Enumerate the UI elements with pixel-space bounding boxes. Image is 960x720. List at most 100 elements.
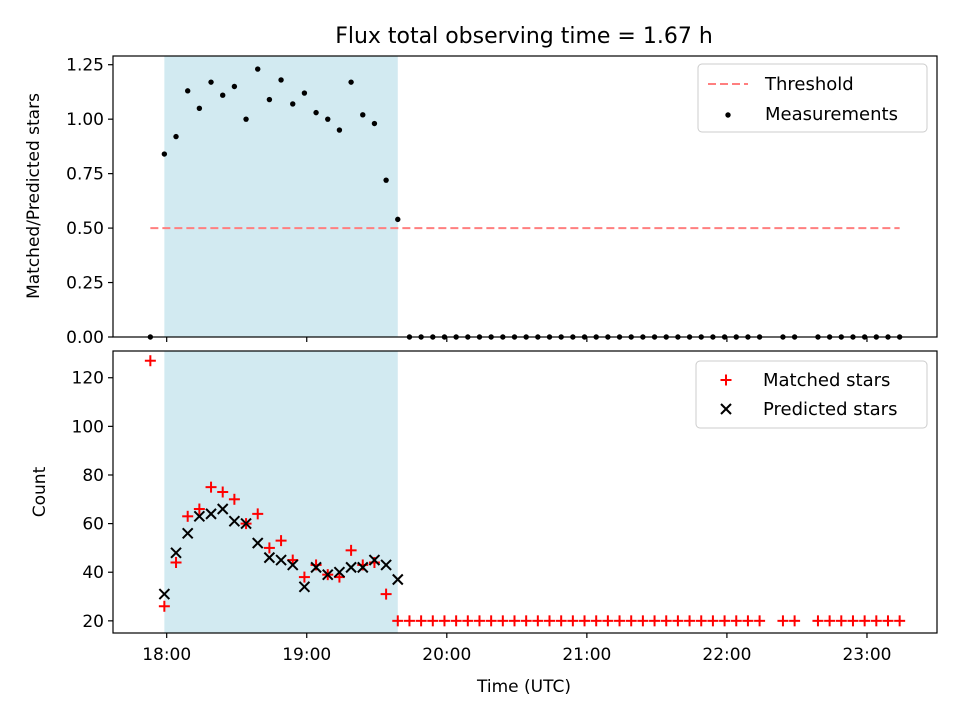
measurement-point	[161, 151, 168, 157]
measurement-point	[360, 112, 366, 118]
matched-star-point	[695, 615, 707, 627]
measurement-point	[208, 79, 214, 85]
matched-star-point	[754, 615, 766, 627]
predicted-star-point	[181, 527, 194, 540]
count-y-axis-label: Count	[30, 466, 50, 517]
measurement-point	[395, 216, 401, 223]
matched-star-point	[345, 544, 357, 556]
matched-star-point	[298, 571, 310, 583]
count-legend-box	[695, 360, 928, 429]
legend-measurement-label: Measurements	[765, 104, 898, 125]
measurement-point	[290, 101, 296, 107]
y-tick-label: 100	[72, 417, 104, 437]
measurement-point	[383, 177, 389, 183]
y-tick-label: 1.00	[66, 110, 104, 130]
y-tick-label: 0.75	[66, 165, 104, 185]
matched-star-point	[392, 615, 404, 627]
matched-star-point	[182, 510, 194, 522]
matched-star-point	[450, 615, 462, 627]
predicted-star-point	[263, 551, 276, 564]
count-x-ticks: 18:00 19:00 20:00 21:00 22:00 23:00	[142, 633, 891, 665]
matched-star-point	[415, 615, 427, 627]
matched-star-point	[205, 481, 217, 493]
predicted-star-point	[368, 554, 381, 566]
legend-matched-label: Matched stars	[763, 370, 890, 391]
y-tick-label: 0.25	[66, 274, 104, 294]
matched-star-point	[637, 615, 649, 627]
matched-star-point	[508, 615, 520, 627]
matched-star-point	[158, 600, 170, 612]
ratio-panel: 0.00 0.25 0.50 0.75 1.00 1.25 Matched/Predict…	[24, 55, 938, 348]
matched-star-point	[520, 615, 532, 627]
count-panel-frame	[112, 350, 938, 634]
y-tick-label: 80	[82, 466, 104, 486]
count-panel: 20 40 60 80 100 120 18:00 19:00 20:00 21:00 22:00…	[30, 350, 938, 697]
ratio-panel-frame	[112, 55, 938, 338]
matched-star-point	[544, 615, 556, 627]
predicted-star-point	[252, 537, 264, 549]
matched-star-point	[835, 615, 847, 627]
predicted-star-point	[720, 403, 732, 415]
measurement-point	[173, 133, 179, 140]
matched-star-point	[824, 615, 836, 627]
y-tick-label: 1.25	[66, 56, 104, 76]
matched-star-point	[742, 615, 754, 627]
matched-star-point	[438, 615, 450, 627]
matched-star-point	[719, 615, 731, 627]
predicted-star-point	[333, 566, 346, 578]
predicted-star-point	[298, 581, 311, 593]
matched-star-point	[812, 615, 824, 627]
matched-star-point	[720, 374, 732, 386]
measurement-point	[336, 127, 343, 133]
ratio-legend: Threshold Measurements	[697, 63, 928, 133]
matched-star-points	[144, 355, 906, 627]
matched-star-point	[590, 615, 602, 627]
count-legend: Matched stars Predicted stars	[695, 360, 928, 429]
measurement-point	[325, 116, 331, 122]
matched-star-point	[193, 503, 205, 515]
observing-window-shade-top	[164, 56, 398, 337]
predicted-star-point	[205, 508, 217, 520]
matched-star-point	[555, 615, 567, 627]
matched-star-point	[672, 615, 684, 627]
x-axis-label: Time (UTC)	[476, 677, 571, 697]
matched-star-point	[497, 615, 509, 627]
x-tick-label: 21:00	[562, 645, 611, 665]
measurement-point	[196, 105, 203, 111]
measurement-point	[278, 77, 284, 83]
matched-star-point	[625, 615, 637, 627]
measurement-point	[184, 88, 191, 94]
x-tick-label: 20:00	[422, 645, 471, 665]
matched-star-point	[532, 615, 544, 627]
x-tick-label: 22:00	[702, 645, 751, 665]
predicted-star-point	[217, 503, 229, 515]
matched-star-point	[380, 588, 392, 600]
y-tick-label: 120	[72, 369, 104, 389]
matched-star-point	[870, 615, 882, 627]
y-tick-label: 40	[82, 563, 104, 583]
predicted-star-point	[322, 568, 334, 581]
matched-star-point	[427, 615, 439, 627]
matched-star-point	[485, 615, 497, 627]
matched-star-point	[684, 615, 696, 627]
predicted-star-point	[228, 515, 241, 527]
matched-star-point	[275, 535, 287, 547]
chart-title: Flux total observing time = 1.67 h	[335, 24, 713, 49]
matched-star-point	[252, 508, 264, 520]
ratio-y-axis-label: Matched/Predicted stars	[24, 93, 44, 299]
x-tick-label: 18:00	[142, 645, 191, 665]
legend-measurement-marker	[725, 112, 731, 118]
ratio-legend-box	[697, 63, 928, 133]
y-tick-label: 0.50	[66, 219, 104, 239]
predicted-star-point	[193, 510, 206, 523]
legend-threshold-label: Threshold	[764, 74, 854, 95]
predicted-star-point	[310, 561, 322, 574]
predicted-star-point	[287, 559, 299, 571]
ratio-y-ticks: 0.00 0.25 0.50 0.75 1.00 1.25	[66, 56, 113, 348]
legend-predicted-label: Predicted stars	[763, 399, 897, 420]
matched-star-point	[777, 615, 789, 627]
predicted-star-point	[170, 547, 182, 559]
matched-star-point	[579, 615, 591, 627]
count-y-ticks: 20 40 60 80 100 120	[72, 369, 113, 632]
predicted-star-point	[275, 554, 287, 566]
